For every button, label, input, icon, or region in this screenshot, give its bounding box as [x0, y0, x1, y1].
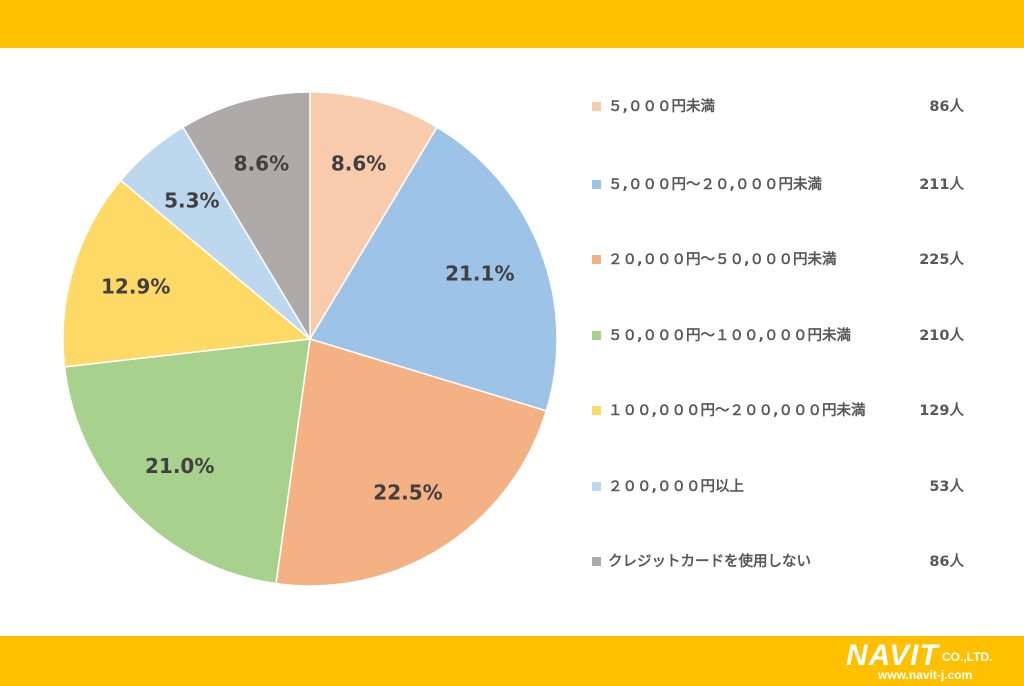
legend-swatch: [592, 102, 601, 111]
legend-item: クレジットカードを使用しない 86人: [592, 550, 972, 574]
legend-swatch: [592, 255, 601, 264]
pie-slice: [62, 179, 312, 368]
legend-count: 211人: [919, 177, 964, 193]
legend-label: クレジットカードを使用しない: [608, 554, 811, 570]
legend-swatch: [592, 331, 601, 340]
slice-value-label: 21.1%: [445, 262, 514, 286]
pie-slice: [63, 338, 311, 585]
legend-label: ５,０００円未満: [608, 99, 716, 115]
legend-count: 53人: [929, 479, 964, 495]
slice-value-label: 12.9%: [101, 275, 170, 299]
pie-slice: [309, 91, 439, 342]
slice-value-label: 8.6%: [331, 152, 386, 176]
legend-item: ２０,０００円～５０,０００円未満 225人: [592, 248, 972, 272]
logo-suffix: CO.,LTD.: [942, 650, 993, 664]
legend-swatch: [592, 180, 601, 189]
legend-count: 225人: [919, 252, 964, 268]
legend-label: ５,０００円～２０,０００円未満: [608, 177, 823, 193]
legend-item: １００,０００円～２００,０００円未満 129人: [592, 399, 972, 423]
legend-item: ５,０００円～２０,０００円未満 211人: [592, 173, 972, 197]
legend-item: ５,０００円未満 86人: [592, 95, 972, 119]
legend-count: 86人: [929, 554, 964, 570]
pie-slice: [275, 338, 548, 587]
logo-name: NAVIT: [846, 639, 939, 672]
legend-count: 129人: [919, 403, 964, 419]
legend-swatch: [592, 482, 601, 491]
legend-swatch: [592, 557, 601, 566]
company-logo: NAVIT CO.,LTD. www.navit-j.com: [846, 639, 1018, 683]
pie-chart: 8.6% 21.1% 22.5% 21.0% 12.9% 5.3% 8.6%: [62, 91, 558, 587]
legend-label: ２０,０００円～５０,０００円未満: [608, 252, 837, 268]
pie-slice: [308, 126, 558, 412]
slice-value-label: 21.0%: [145, 454, 214, 478]
bottom-band: [0, 636, 1024, 686]
legend-label: １００,０００円～２００,０００円未満: [608, 403, 866, 419]
legend-item: ２００,０００円以上 53人: [592, 475, 972, 499]
pie-slice: [181, 91, 311, 342]
legend-label: ２００,０００円以上: [608, 479, 745, 495]
legend-swatch: [592, 406, 601, 415]
slice-value-label: 5.3%: [164, 189, 219, 213]
slice-value-label: 8.6%: [234, 152, 289, 176]
legend-count: 210人: [919, 328, 964, 344]
slice-value-label: 22.5%: [373, 480, 442, 504]
legend-count: 86人: [929, 99, 964, 115]
legend-item: ５０,０００円～１００,０００円未満 210人: [592, 324, 972, 348]
top-band: [0, 0, 1024, 48]
legend-label: ５０,０００円～１００,０００円未満: [608, 328, 852, 344]
logo-url: www.navit-j.com: [878, 668, 973, 682]
